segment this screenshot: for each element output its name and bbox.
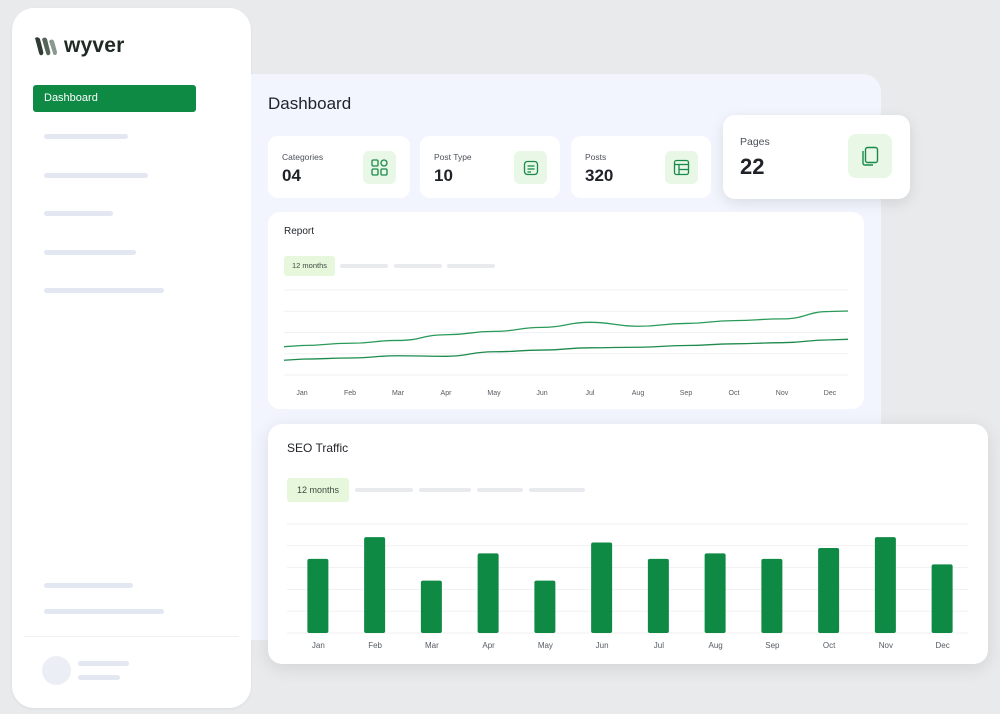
report-title: Report: [284, 226, 315, 237]
stat-label: Posts: [585, 152, 607, 162]
report-card: Report 12 months Jan Feb Mar Apr May Jun Jul Au…: [268, 212, 864, 409]
x-tick-label: Jan: [296, 390, 307, 397]
sidebar-item-placeholder[interactable]: [44, 134, 128, 139]
brand-logo[interactable]: wyver: [34, 34, 125, 58]
x-tick-label: Dec: [824, 390, 837, 397]
bar[interactable]: [534, 580, 556, 633]
bar[interactable]: [307, 558, 329, 633]
x-tick-label: Aug: [632, 390, 645, 397]
x-tick-label: Jun: [536, 390, 547, 397]
sidebar-item-placeholder[interactable]: [44, 250, 136, 255]
user-role-placeholder: [78, 675, 120, 680]
sidebar-item-placeholder[interactable]: [44, 211, 113, 216]
x-tick-label: Apr: [441, 390, 453, 397]
document-icon: [514, 151, 547, 184]
sidebar-item-placeholder[interactable]: [44, 288, 164, 293]
filter-chip-placeholder[interactable]: [394, 264, 442, 268]
layout-icon: [665, 151, 698, 184]
stat-card-pages[interactable]: Pages 22: [723, 115, 910, 199]
bar[interactable]: [420, 580, 442, 633]
stat-label: Pages: [740, 136, 770, 148]
x-tick-label: Oct: [729, 390, 740, 397]
wyver-logo-icon: [35, 37, 57, 56]
line-series-1: [283, 310, 849, 348]
stat-card-post-type[interactable]: Post Type 10: [420, 136, 560, 198]
x-tick-label: Feb: [368, 641, 382, 650]
stat-value: 320: [585, 166, 614, 185]
filter-chip-placeholder[interactable]: [447, 264, 495, 268]
filter-chip-12-months[interactable]: 12 months: [287, 478, 349, 502]
x-tick-label: Nov: [879, 641, 893, 650]
seo-title: SEO Traffic: [287, 441, 349, 455]
sidebar-divider: [24, 636, 239, 637]
x-tick-label: May: [538, 641, 553, 650]
sidebar-item-placeholder[interactable]: [44, 173, 148, 178]
bar[interactable]: [704, 553, 726, 633]
bar[interactable]: [477, 553, 499, 633]
bar[interactable]: [931, 564, 953, 633]
line-series-2: [283, 338, 849, 361]
user-name-placeholder: [78, 661, 129, 666]
stat-value: 04: [282, 166, 301, 185]
bar[interactable]: [761, 558, 783, 633]
x-tick-label: Mar: [392, 390, 405, 397]
x-tick-label: Sep: [680, 390, 693, 397]
x-tick-label: Dec: [936, 641, 950, 650]
seo-bar-chart: Jan Feb Mar Apr May Jun Jul Aug Sep Oct Nov Dec: [287, 523, 968, 650]
stat-label: Post Type: [434, 152, 472, 162]
stat-label: Categories: [282, 152, 324, 162]
stat-card-categories[interactable]: Categories 04: [268, 136, 410, 198]
x-tick-label: Oct: [823, 641, 836, 650]
filter-chip-placeholder[interactable]: [477, 488, 523, 492]
sidebar-footer-placeholder[interactable]: [44, 583, 133, 588]
filter-chip-placeholder[interactable]: [529, 488, 585, 492]
x-tick-label: Nov: [776, 390, 789, 397]
sidebar-item-dashboard[interactable]: Dashboard: [33, 85, 196, 112]
brand-name: wyver: [64, 34, 125, 57]
stat-value: 10: [434, 166, 453, 185]
seo-traffic-card: SEO Traffic 12 months Jan Feb Mar Apr May Jun…: [268, 424, 988, 664]
grid-icon: [363, 151, 396, 184]
bar[interactable]: [874, 537, 896, 633]
report-line-chart: Jan Feb Mar Apr May Jun Jul Aug Sep Oct Nov Dec: [283, 289, 849, 397]
bar[interactable]: [647, 558, 669, 633]
x-tick-label: Aug: [709, 641, 723, 650]
x-tick-label: Jul: [586, 390, 595, 397]
filter-chip-placeholder[interactable]: [355, 488, 413, 492]
avatar[interactable]: [42, 656, 71, 685]
copy-icon: [848, 134, 892, 178]
x-tick-label: Jan: [312, 641, 325, 650]
bar[interactable]: [818, 547, 840, 633]
x-tick-label: Sep: [765, 641, 780, 650]
filter-chip-12-months[interactable]: 12 months: [284, 256, 335, 276]
x-tick-label: May: [487, 390, 501, 397]
bar[interactable]: [591, 542, 613, 633]
filter-chip-placeholder[interactable]: [340, 264, 388, 268]
stat-value: 22: [740, 154, 765, 179]
x-tick-label: Feb: [344, 390, 356, 397]
x-tick-label: Apr: [482, 641, 495, 650]
bar[interactable]: [364, 537, 386, 633]
x-tick-label: Mar: [425, 641, 439, 650]
sidebar-footer-placeholder[interactable]: [44, 609, 164, 614]
x-tick-label: Jul: [654, 641, 664, 650]
page-title: Dashboard: [268, 94, 352, 113]
stat-card-posts[interactable]: Posts 320: [571, 136, 711, 198]
sidebar: wyver Dashboard: [12, 8, 251, 708]
filter-chip-placeholder[interactable]: [419, 488, 471, 492]
x-tick-label: Jun: [596, 641, 609, 650]
